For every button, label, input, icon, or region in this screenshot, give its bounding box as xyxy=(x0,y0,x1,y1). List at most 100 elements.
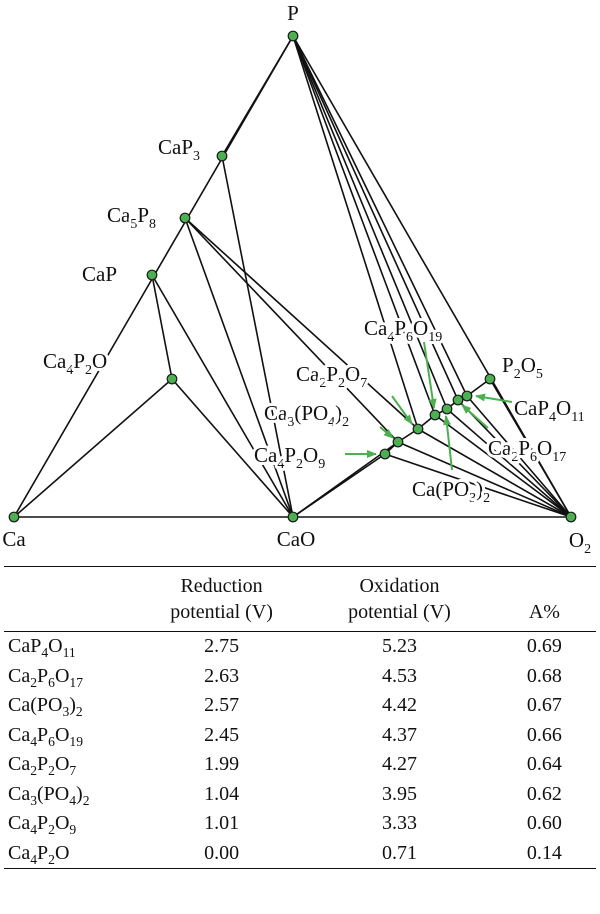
potential-table: Reduction potential (V) Oxidation potent… xyxy=(4,566,596,869)
table-row: Ca(PO3)2 2.57 4.42 0.67 xyxy=(4,691,596,721)
reduction-potential-cell: 1.04 xyxy=(204,782,240,805)
tie-line xyxy=(417,428,572,518)
table-body: CaP4O11 2.75 5.23 0.69 Ca2P6O17 2.63 4.53 0.68 C… xyxy=(4,632,596,869)
tie-line xyxy=(221,35,294,157)
header-oxidation: Oxidation potential (V) xyxy=(306,566,493,632)
tie-line xyxy=(384,453,572,518)
reduction-potential-cell: 2.75 xyxy=(204,635,240,658)
tie-line xyxy=(457,399,572,518)
compound-cell: Ca4P2O xyxy=(4,838,138,869)
reduction-potential-cell: 2.45 xyxy=(204,723,240,746)
label-arrow xyxy=(475,393,513,403)
a-percent-cell: 0.14 xyxy=(492,838,596,869)
tie-line xyxy=(184,217,419,430)
header-compound xyxy=(4,566,138,632)
node-ca2p6o17 xyxy=(452,394,464,406)
node-o2 xyxy=(565,511,577,523)
table-row: Ca4P2O9 1.01 3.33 0.60 xyxy=(4,809,596,839)
label-ca4p2o: Ca4P2O xyxy=(43,349,107,378)
label-p2o5: P2O5 xyxy=(502,353,543,382)
label-cao: CaO xyxy=(277,527,316,551)
tie-line xyxy=(292,35,459,401)
oxidation-potential-cell: 5.23 xyxy=(381,635,417,658)
label-arrow xyxy=(443,415,453,471)
label-ca2p2o7: Ca2P2O7 xyxy=(296,362,367,391)
node-cap xyxy=(146,269,158,281)
label-o2: O2 xyxy=(569,528,591,557)
label-ca4p6o19: Ca4P6O19 xyxy=(364,316,442,345)
tie-line xyxy=(151,274,173,380)
node-capo32 xyxy=(441,403,453,415)
label-arrow xyxy=(379,426,394,439)
label-cap: CaP xyxy=(82,262,117,286)
node-ca5p8 xyxy=(179,212,191,224)
table-row: Ca4P2O 0.00 0.71 0.14 xyxy=(4,838,596,869)
tie-line xyxy=(446,408,572,518)
a-percent-cell: 0.62 xyxy=(526,782,562,805)
label-ca2p6o17: Ca2P6O17 xyxy=(488,436,566,465)
tie-line xyxy=(13,378,173,518)
tie-line xyxy=(221,155,294,518)
tie-line xyxy=(434,414,572,518)
oxidation-potential-cell: 3.95 xyxy=(381,782,417,805)
label-cap4o11: CaP4O11 xyxy=(514,396,585,425)
reduction-potential-cell: 1.01 xyxy=(204,812,240,835)
tie-line xyxy=(292,35,436,416)
label-ca4p2o9: Ca4P2O9 xyxy=(254,443,325,472)
oxidation-potential-cell: 4.27 xyxy=(381,753,417,776)
header-oxidation-line1: Oxidation xyxy=(359,575,440,597)
node-cao xyxy=(287,511,299,523)
header-row: Reduction potential (V) Oxidation potent… xyxy=(4,566,596,632)
tie-line xyxy=(184,217,294,518)
header-oxidation-line2: potential (V) xyxy=(348,601,451,623)
label-ca: Ca xyxy=(2,527,26,551)
node-ca3po42 xyxy=(392,436,404,448)
compound-cell: CaP4O11 xyxy=(8,635,76,660)
oxidation-potential-cell: 4.37 xyxy=(381,723,417,746)
oxidation-potential-cell: 0.71 xyxy=(306,838,493,869)
reduction-potential-cell: 2.63 xyxy=(204,664,240,687)
oxidation-potential-cell: 4.53 xyxy=(381,664,417,687)
reduction-potential-cell: 1.99 xyxy=(204,753,240,776)
tie-line xyxy=(184,217,399,443)
table-row: Ca2P2O7 1.99 4.27 0.64 xyxy=(4,750,596,780)
tie-line xyxy=(489,378,572,518)
node-ca2p2o7 xyxy=(412,423,424,435)
label-capo32: Ca(PO3)2 xyxy=(412,477,490,506)
label-arrow xyxy=(391,395,413,425)
compound-cell: Ca4P2O9 xyxy=(8,812,77,837)
node-cap3 xyxy=(216,150,228,162)
compound-cell: Ca3(PO4)2 xyxy=(8,782,90,808)
header-a-percent-label: A% xyxy=(528,601,560,623)
label-ca5p8: Ca5P8 xyxy=(107,203,156,232)
table-row: Ca3(PO4)2 1.04 3.95 0.62 xyxy=(4,780,596,810)
node-ca4p2o xyxy=(166,373,178,385)
label-arrow xyxy=(461,404,489,429)
compound-cell: Ca(PO3)2 xyxy=(8,694,83,719)
label-cap3: CaP3 xyxy=(158,135,200,164)
header-reduction-line1: Reduction xyxy=(180,575,263,597)
ternary-phase-diagram: P Ca CaO O2 CaP3 Ca5P8 CaP Ca4P2O P2O5 Ca4P6O19 Ca… xyxy=(2,1,591,557)
a-percent-cell: 0.66 xyxy=(526,723,562,746)
node-ca4p2o9 xyxy=(379,448,391,460)
reduction-potential-cell: 0.00 xyxy=(137,838,307,869)
tie-line xyxy=(397,441,572,518)
tie-line xyxy=(292,35,448,410)
table-row: Ca4P6O19 2.45 4.37 0.66 xyxy=(4,721,596,751)
header-a-percent: A% xyxy=(492,566,596,632)
tie-line xyxy=(466,395,572,518)
header-reduction: Reduction potential (V) xyxy=(137,566,307,632)
node-p2o5 xyxy=(484,373,496,385)
a-percent-cell: 0.68 xyxy=(526,664,562,687)
compound-cell: Ca4P6O19 xyxy=(8,723,83,749)
compound-cell: Ca2P6O17 xyxy=(8,664,83,690)
node-ca xyxy=(8,511,20,523)
a-percent-cell: 0.67 xyxy=(526,694,562,717)
node-ca4p6o19 xyxy=(429,409,441,421)
table-row: Ca2P6O17 2.63 4.53 0.68 xyxy=(4,662,596,692)
label-arrow xyxy=(423,341,437,409)
a-percent-cell: 0.64 xyxy=(526,753,562,776)
a-percent-cell: 0.60 xyxy=(526,812,562,835)
reduction-potential-cell: 2.57 xyxy=(204,694,240,717)
tie-line xyxy=(171,378,294,518)
